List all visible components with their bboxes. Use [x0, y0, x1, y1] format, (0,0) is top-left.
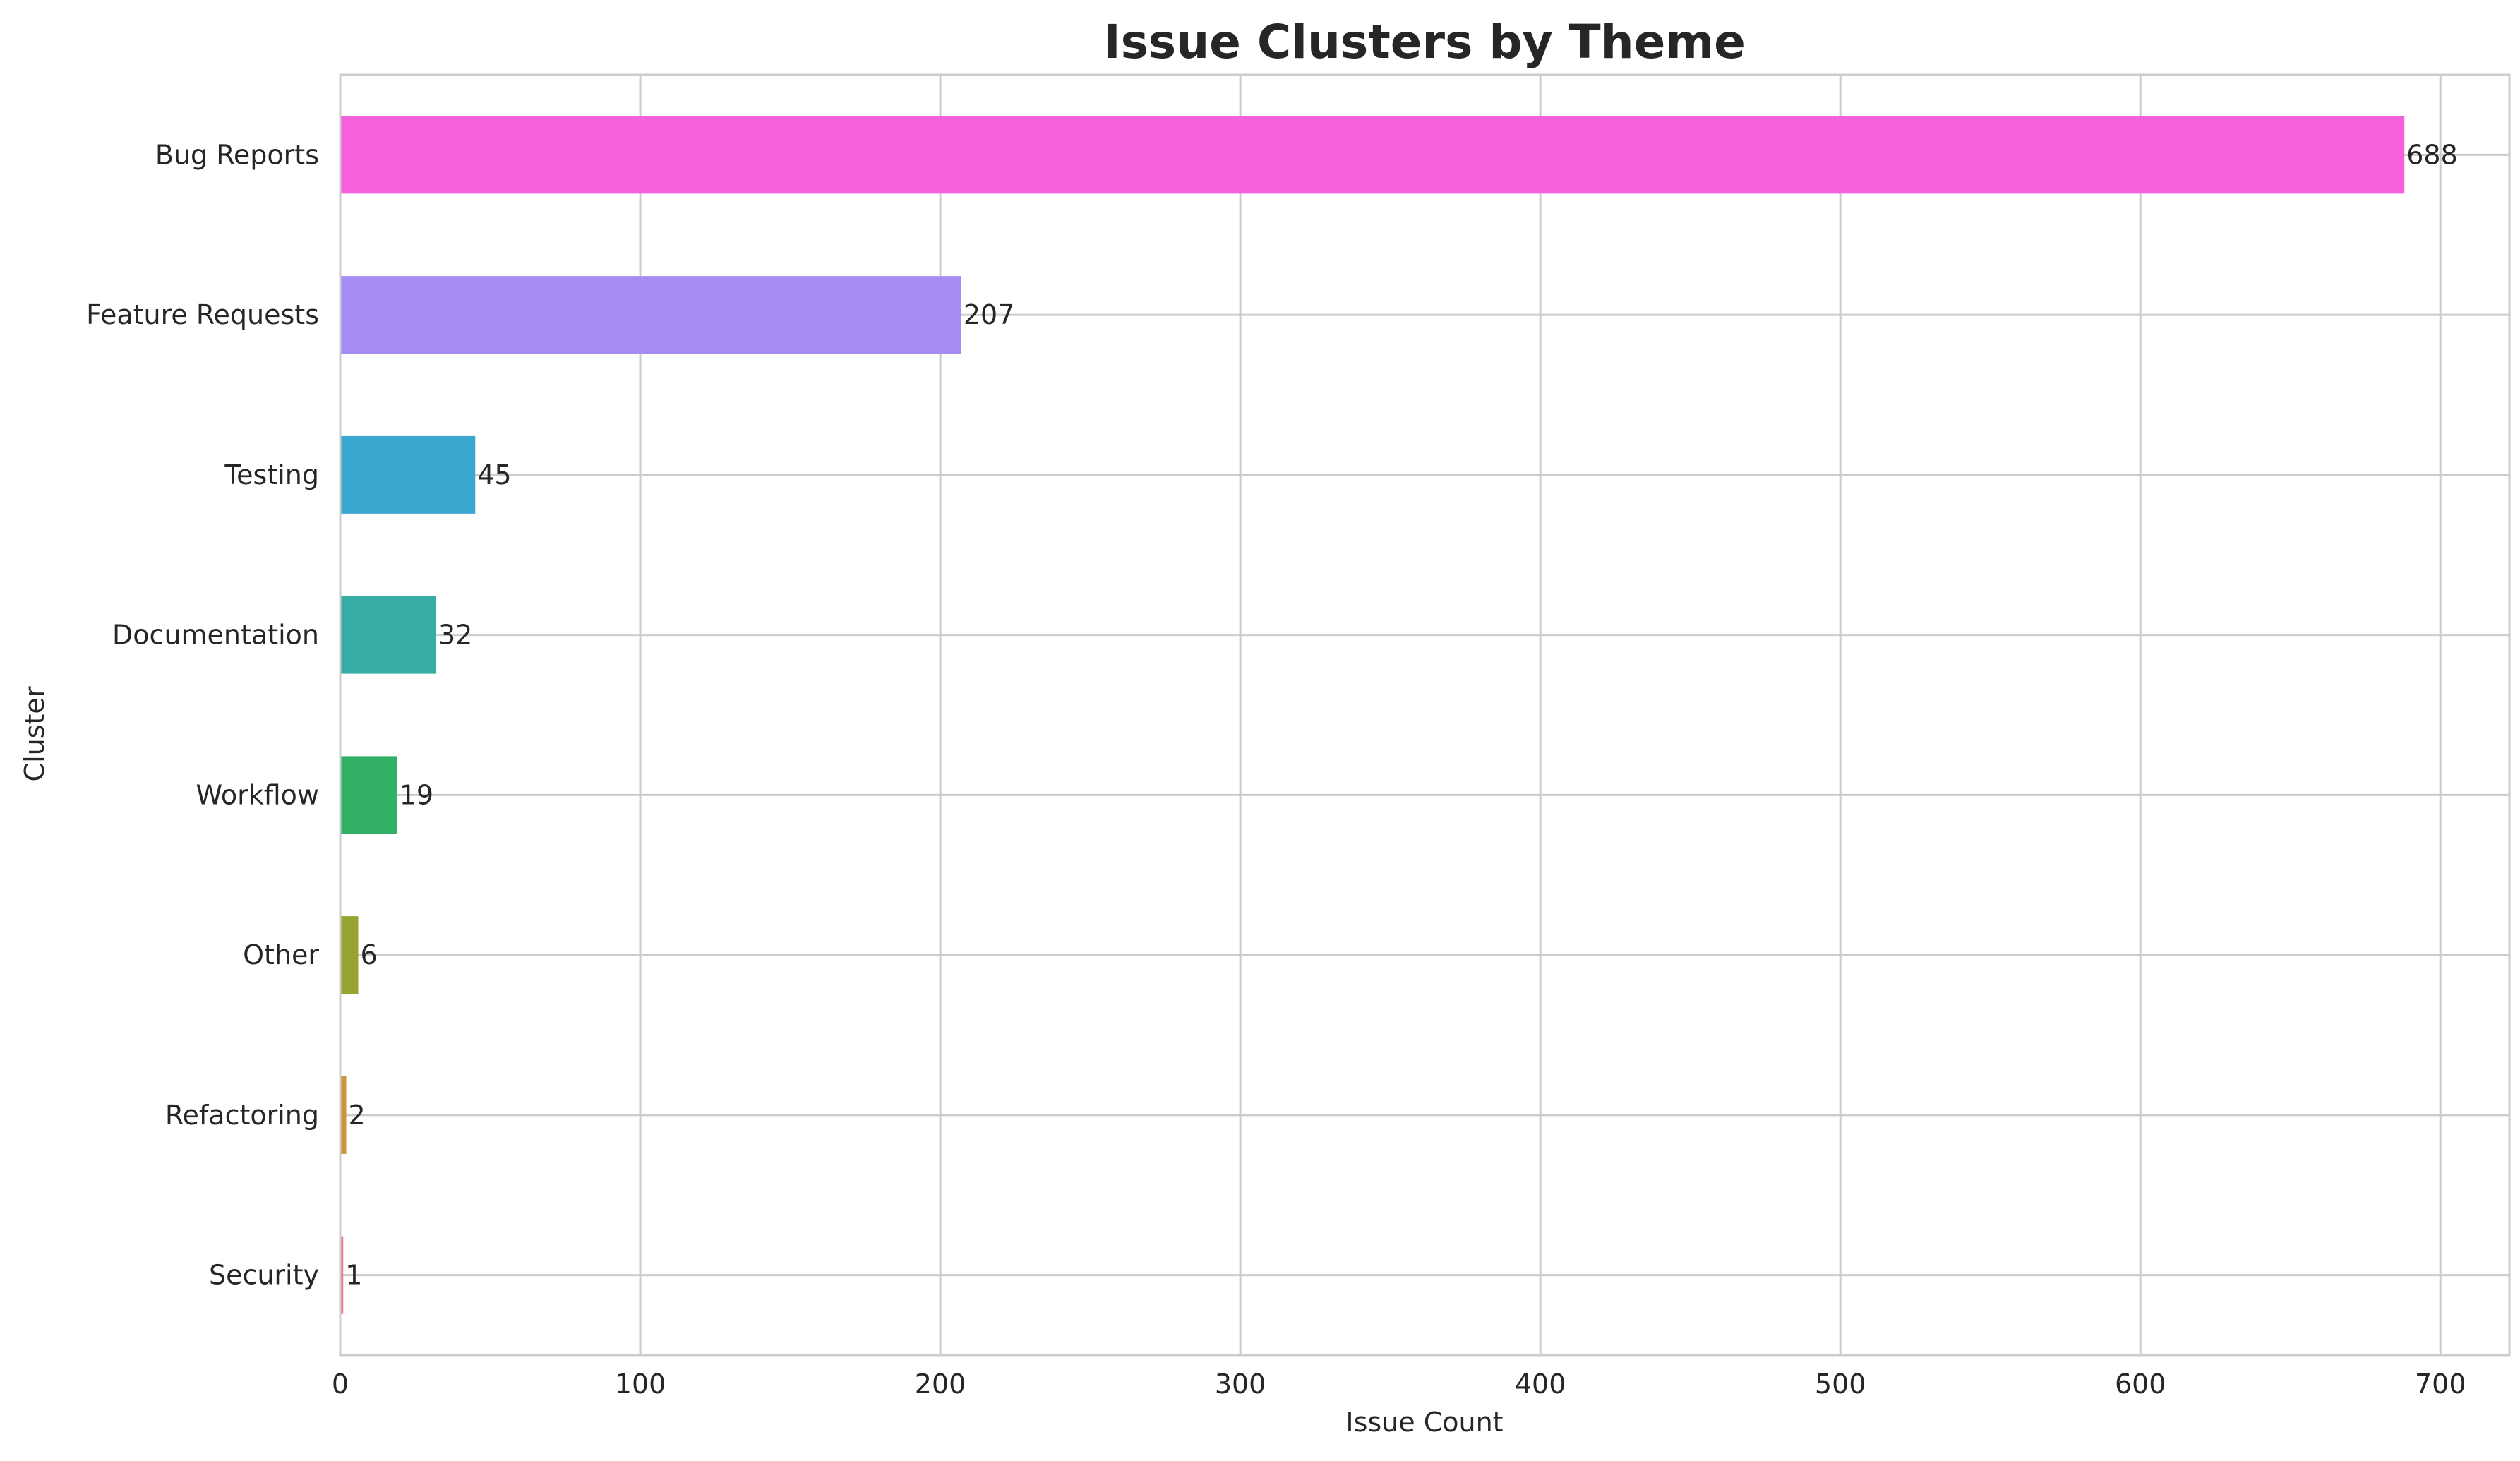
bar-value-label: 19 [400, 779, 433, 810]
bar [340, 596, 437, 674]
bar [340, 435, 476, 514]
y-tick-label: Bug Reports [155, 139, 319, 170]
x-tick-label: 500 [1815, 1369, 1866, 1400]
chart-title: Issue Clusters by Theme [1103, 15, 1746, 69]
bar-value-label: 32 [438, 620, 472, 651]
x-tick-labels: 0 100 200 300 400 500 600 700 [332, 1369, 2466, 1400]
value-labels: 688 207 45 32 19 6 2 1 [345, 139, 2458, 1290]
y-tick-label: Security [209, 1260, 319, 1291]
y-axis-label: Cluster [19, 686, 50, 781]
grid [339, 75, 2509, 1355]
x-axis-label: Issue Count [1345, 1407, 1503, 1438]
x-tick-label: 200 [915, 1369, 966, 1400]
bar [340, 756, 397, 834]
bar [340, 276, 961, 354]
bar [340, 1076, 347, 1154]
x-tick-label: 600 [2115, 1369, 2166, 1400]
bar-value-label: 1 [345, 1260, 362, 1291]
y-tick-labels: Bug Reports Feature Requests Testing Docume… [86, 139, 319, 1290]
bars [340, 116, 2405, 1314]
y-tick-label: Other [243, 939, 319, 970]
x-tick-label: 400 [1515, 1369, 1566, 1400]
bar-value-label: 2 [349, 1100, 366, 1131]
bar-value-label: 45 [477, 459, 511, 491]
plot-frame [339, 73, 2511, 1357]
x-tick-label: 100 [615, 1369, 666, 1400]
bar [340, 116, 2405, 194]
bar-value-label: 207 [964, 299, 1015, 330]
y-tick-label: Testing [224, 459, 319, 491]
bar-value-label: 6 [361, 939, 378, 970]
bar-value-label: 688 [2406, 139, 2458, 170]
bar [340, 916, 359, 994]
y-tick-label: Feature Requests [86, 299, 319, 330]
x-tick-label: 0 [332, 1369, 349, 1400]
x-tick-label: 300 [1215, 1369, 1266, 1400]
bar [340, 1236, 344, 1314]
y-tick-label: Workflow [196, 779, 320, 810]
y-tick-label: Documentation [112, 620, 319, 651]
y-tick-label: Refactoring [165, 1100, 319, 1131]
x-tick-label: 700 [2415, 1369, 2466, 1400]
